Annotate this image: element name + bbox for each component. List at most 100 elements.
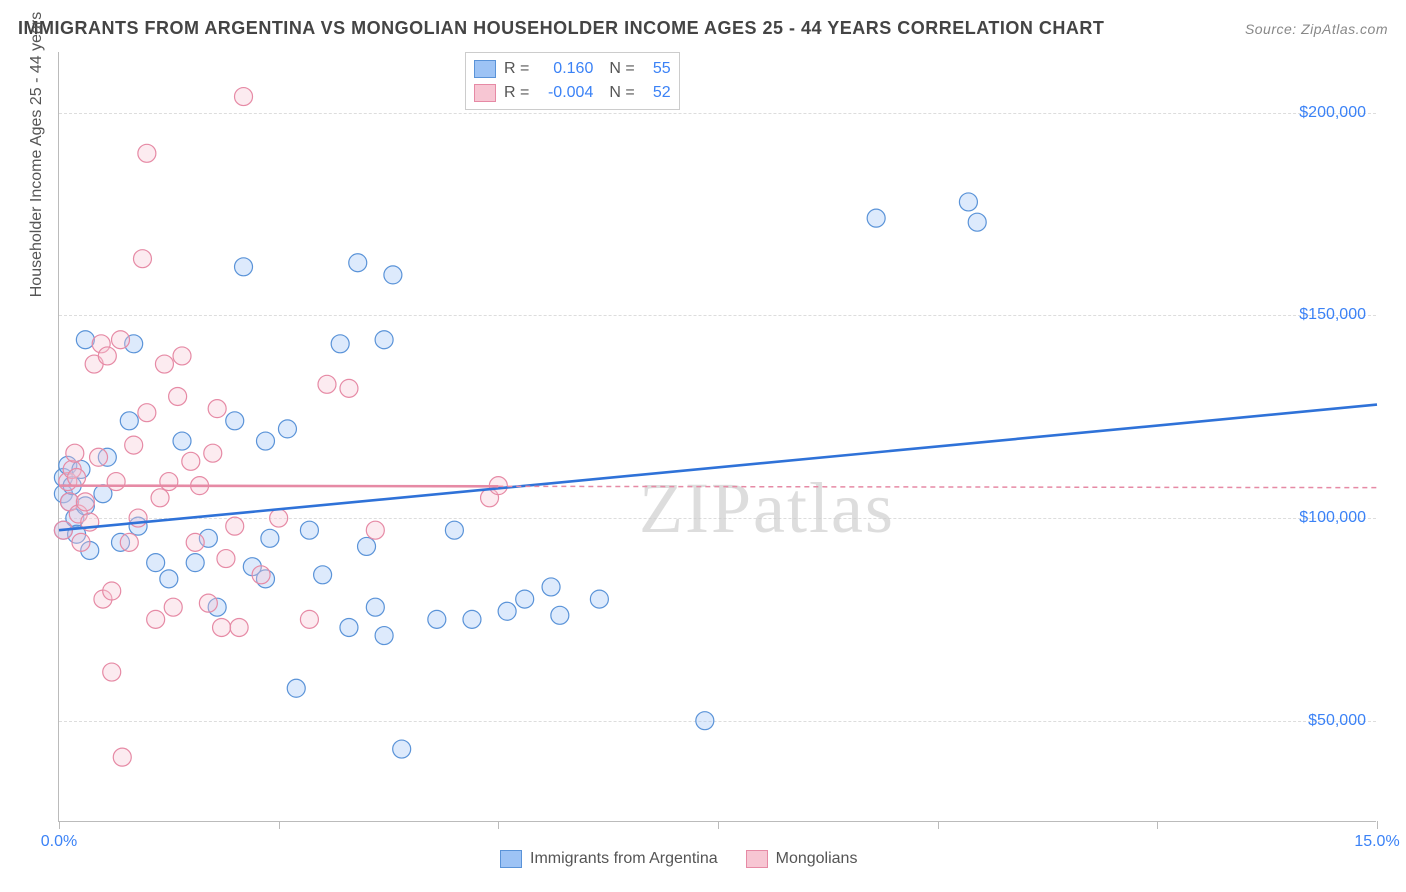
data-point-argentina xyxy=(226,412,244,430)
x-tick xyxy=(498,821,499,829)
x-tick-label: 15.0% xyxy=(1354,833,1399,851)
data-point-argentina xyxy=(256,432,274,450)
data-point-mongolians xyxy=(138,144,156,162)
plot-area: ZIPatlas $50,000$100,000$150,000$200,000… xyxy=(58,52,1376,822)
n-label: N = xyxy=(609,84,634,102)
data-point-argentina xyxy=(147,554,165,572)
data-point-argentina xyxy=(349,254,367,272)
data-point-mongolians xyxy=(204,444,222,462)
data-point-argentina xyxy=(696,712,714,730)
data-point-argentina xyxy=(375,627,393,645)
data-point-argentina xyxy=(516,590,534,608)
legend-correlation: R =0.160N =55R =-0.004N =52 xyxy=(465,52,680,110)
data-point-mongolians xyxy=(133,250,151,268)
x-tick xyxy=(718,821,719,829)
data-point-mongolians xyxy=(226,517,244,535)
data-point-mongolians xyxy=(208,400,226,418)
data-point-mongolians xyxy=(252,566,270,584)
x-tick xyxy=(938,821,939,829)
data-point-argentina xyxy=(300,521,318,539)
legend-label-mongolians: Mongolians xyxy=(776,850,858,868)
data-point-mongolians xyxy=(112,331,130,349)
data-point-mongolians xyxy=(164,598,182,616)
data-point-argentina xyxy=(120,412,138,430)
data-point-argentina xyxy=(287,679,305,697)
data-point-argentina xyxy=(498,602,516,620)
legend-row-mongolians: R =-0.004N =52 xyxy=(474,81,671,105)
data-point-argentina xyxy=(867,209,885,227)
legend-row-argentina: R = 0.160 N = 55 xyxy=(474,57,671,81)
x-tick xyxy=(1377,821,1378,829)
data-point-mongolians xyxy=(125,436,143,454)
data-point-mongolians xyxy=(98,347,116,365)
data-point-argentina xyxy=(314,566,332,584)
data-point-argentina xyxy=(393,740,411,758)
data-point-argentina xyxy=(160,570,178,588)
data-point-argentina xyxy=(358,537,376,555)
data-point-mongolians xyxy=(103,582,121,600)
data-point-mongolians xyxy=(213,618,231,636)
data-point-argentina xyxy=(428,610,446,628)
x-tick-label: 0.0% xyxy=(41,833,77,851)
n-value-argentina: 55 xyxy=(643,60,671,78)
swatch-bottom-mongolians xyxy=(746,850,768,868)
data-point-mongolians xyxy=(318,375,336,393)
data-point-argentina xyxy=(366,598,384,616)
r-value-argentina: 0.160 xyxy=(537,60,593,78)
data-point-argentina xyxy=(340,618,358,636)
data-point-mongolians xyxy=(366,521,384,539)
data-point-mongolians xyxy=(113,748,131,766)
chart-title: IMMIGRANTS FROM ARGENTINA VS MONGOLIAN H… xyxy=(18,18,1104,39)
data-point-argentina xyxy=(968,213,986,231)
legend-label-argentina: Immigrants from Argentina xyxy=(530,850,718,868)
r-label: R = xyxy=(504,60,529,78)
x-tick xyxy=(279,821,280,829)
swatch-argentina xyxy=(474,60,496,78)
data-point-argentina xyxy=(590,590,608,608)
data-point-argentina xyxy=(463,610,481,628)
data-point-mongolians xyxy=(120,533,138,551)
data-point-mongolians xyxy=(147,610,165,628)
data-point-mongolians xyxy=(186,533,204,551)
legend-series: Immigrants from Argentina Mongolians xyxy=(500,850,857,868)
x-tick xyxy=(1157,821,1158,829)
data-point-argentina xyxy=(445,521,463,539)
data-point-mongolians xyxy=(182,452,200,470)
data-point-mongolians xyxy=(340,379,358,397)
swatch-mongolians xyxy=(474,84,496,102)
data-point-mongolians xyxy=(160,473,178,491)
data-point-mongolians xyxy=(68,469,86,487)
data-point-mongolians xyxy=(300,610,318,628)
data-point-argentina xyxy=(278,420,296,438)
data-point-mongolians xyxy=(235,88,253,106)
data-point-mongolians xyxy=(173,347,191,365)
data-point-mongolians xyxy=(151,489,169,507)
data-point-argentina xyxy=(551,606,569,624)
data-point-mongolians xyxy=(270,509,288,527)
legend-item-mongolians: Mongolians xyxy=(746,850,858,868)
trendline-mongolians xyxy=(498,486,1377,487)
data-point-argentina xyxy=(959,193,977,211)
x-tick xyxy=(59,821,60,829)
source-label: Source: ZipAtlas.com xyxy=(1245,21,1388,37)
n-label: N = xyxy=(609,60,634,78)
data-point-mongolians xyxy=(155,355,173,373)
data-point-argentina xyxy=(261,529,279,547)
data-point-argentina xyxy=(375,331,393,349)
data-point-argentina xyxy=(331,335,349,353)
data-point-mongolians xyxy=(217,550,235,568)
swatch-bottom-argentina xyxy=(500,850,522,868)
data-point-argentina xyxy=(384,266,402,284)
data-point-argentina xyxy=(76,331,94,349)
data-point-mongolians xyxy=(169,387,187,405)
r-label: R = xyxy=(504,84,529,102)
data-point-mongolians xyxy=(199,594,217,612)
data-point-mongolians xyxy=(230,618,248,636)
y-axis-label: Householder Income Ages 25 - 44 years xyxy=(28,12,46,298)
chart-svg xyxy=(59,52,1376,821)
data-point-mongolians xyxy=(107,473,125,491)
data-point-mongolians xyxy=(138,404,156,422)
trendline-argentina xyxy=(59,405,1377,531)
data-point-mongolians xyxy=(103,663,121,681)
r-value-mongolians: -0.004 xyxy=(537,84,593,102)
